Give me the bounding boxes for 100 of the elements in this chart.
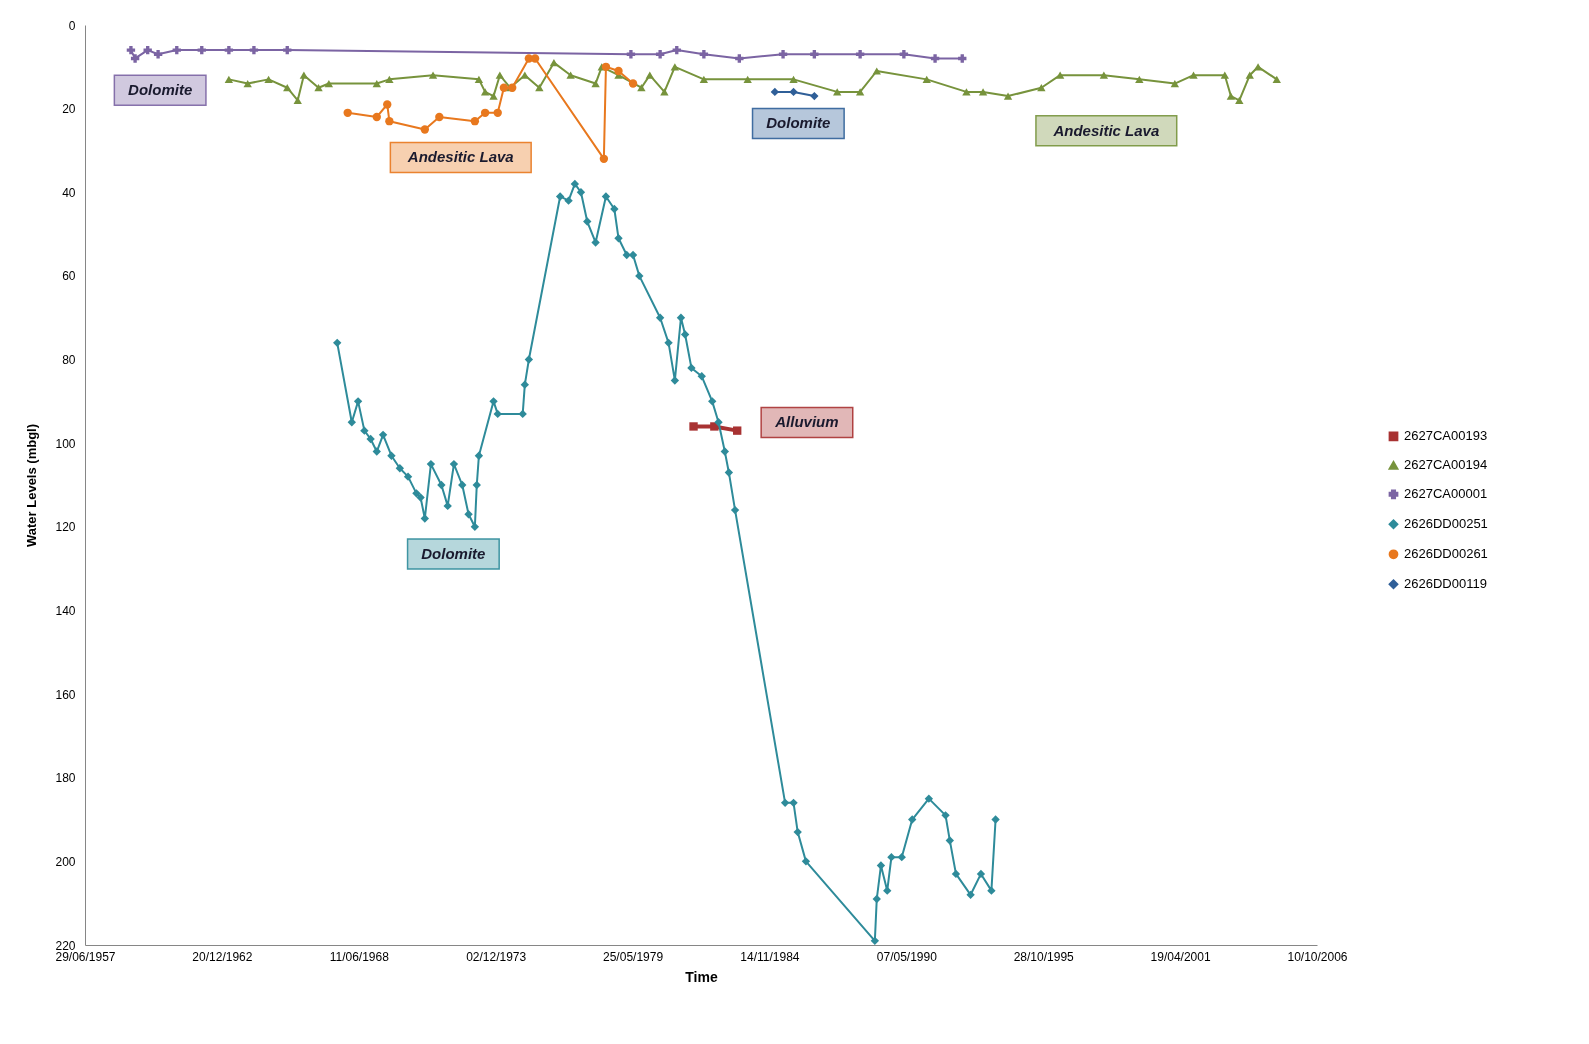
point [249, 45, 259, 55]
point [153, 50, 163, 59]
point [293, 96, 302, 104]
x-tick-label: 25/05/1979 [603, 949, 664, 964]
point [499, 83, 509, 92]
y-tick-label: 140 [55, 603, 76, 618]
point [833, 88, 842, 96]
y-tick-label: 60 [62, 269, 76, 284]
point [224, 75, 234, 83]
point [480, 88, 490, 96]
point [1253, 63, 1263, 71]
point [645, 71, 654, 79]
point [470, 117, 480, 126]
y-tick-label: 40 [62, 185, 76, 200]
point [530, 54, 540, 63]
annotation: Dolomite [421, 545, 486, 562]
point [789, 75, 798, 83]
point [872, 67, 881, 75]
x-tick-label: 14/11/1984 [740, 949, 800, 964]
y-axis-title: Water Levels (mbgl) [24, 423, 40, 548]
point [372, 79, 381, 88]
x-tick-label: 28/10/1995 [1013, 949, 1075, 964]
point [699, 75, 709, 83]
point [672, 45, 681, 55]
x-tick-label: 19/04/2001 [1150, 949, 1211, 964]
legend-label: 2627CA00193 [1404, 428, 1488, 444]
point [126, 45, 136, 55]
legend-label: 2627CA00194 [1404, 457, 1488, 473]
annotation: Alluvium [774, 413, 839, 431]
y-tick-label: 200 [55, 854, 76, 869]
point [385, 117, 394, 126]
point [743, 75, 752, 83]
y-tick-label: 80 [62, 353, 76, 368]
point [655, 50, 665, 59]
point [591, 79, 600, 88]
point [1037, 84, 1046, 92]
legend-label: 2626DD00119 [1404, 576, 1487, 592]
point [264, 75, 273, 83]
point [549, 59, 559, 67]
point [283, 84, 292, 92]
x-tick-label: 10/10/2006 [1287, 949, 1348, 964]
point [855, 50, 865, 59]
x-tick-label: 11/06/1968 [329, 949, 390, 964]
point [778, 50, 788, 59]
point [601, 62, 611, 71]
point [789, 87, 798, 97]
point [958, 54, 967, 63]
y-tick-label: 100 [55, 436, 76, 451]
point [383, 100, 392, 109]
x-axis-title: Time [685, 968, 718, 985]
point [1135, 75, 1144, 83]
annotation: Dolomite [766, 114, 831, 132]
point [660, 88, 669, 96]
point [1003, 92, 1013, 100]
point [810, 91, 819, 101]
point [343, 108, 352, 117]
point [566, 71, 575, 79]
point [628, 79, 638, 88]
point [978, 88, 988, 96]
legend-label: 2627CA00001 [1404, 486, 1488, 502]
point [520, 71, 530, 79]
point [735, 54, 744, 63]
legend-label: 2626DD00261 [1404, 546, 1488, 562]
point [130, 54, 140, 63]
x-tick-label: 02/12/1973 [466, 949, 527, 964]
point [489, 92, 498, 100]
point [420, 125, 430, 134]
point [922, 75, 931, 83]
point [599, 154, 609, 163]
point [1189, 71, 1198, 79]
point [614, 66, 623, 76]
point [626, 50, 636, 59]
legend-label: 2626DD00251 [1404, 516, 1488, 532]
point [1226, 92, 1236, 100]
point [143, 45, 152, 55]
point [493, 108, 502, 117]
point [855, 88, 865, 96]
point [283, 45, 292, 55]
y-tick-label: 160 [55, 687, 76, 702]
point [1170, 79, 1180, 88]
annotation: Andesitic Lava [406, 148, 514, 166]
point [197, 45, 206, 55]
point [435, 112, 444, 122]
point [1245, 71, 1254, 79]
x-tick-label: 07/05/1990 [876, 949, 938, 964]
point [243, 79, 252, 88]
point [314, 84, 323, 92]
point [428, 71, 438, 79]
point [899, 50, 909, 59]
point [1235, 96, 1244, 104]
point [733, 426, 742, 435]
point [372, 112, 381, 122]
y-tick-label: 180 [55, 771, 76, 786]
annotation: Andesitic Lava [1052, 121, 1160, 139]
y-tick-label: 120 [55, 520, 76, 535]
point [930, 54, 940, 63]
point [172, 45, 181, 55]
point [299, 71, 309, 79]
y-tick-label: 20 [62, 102, 76, 117]
point [1099, 71, 1109, 79]
